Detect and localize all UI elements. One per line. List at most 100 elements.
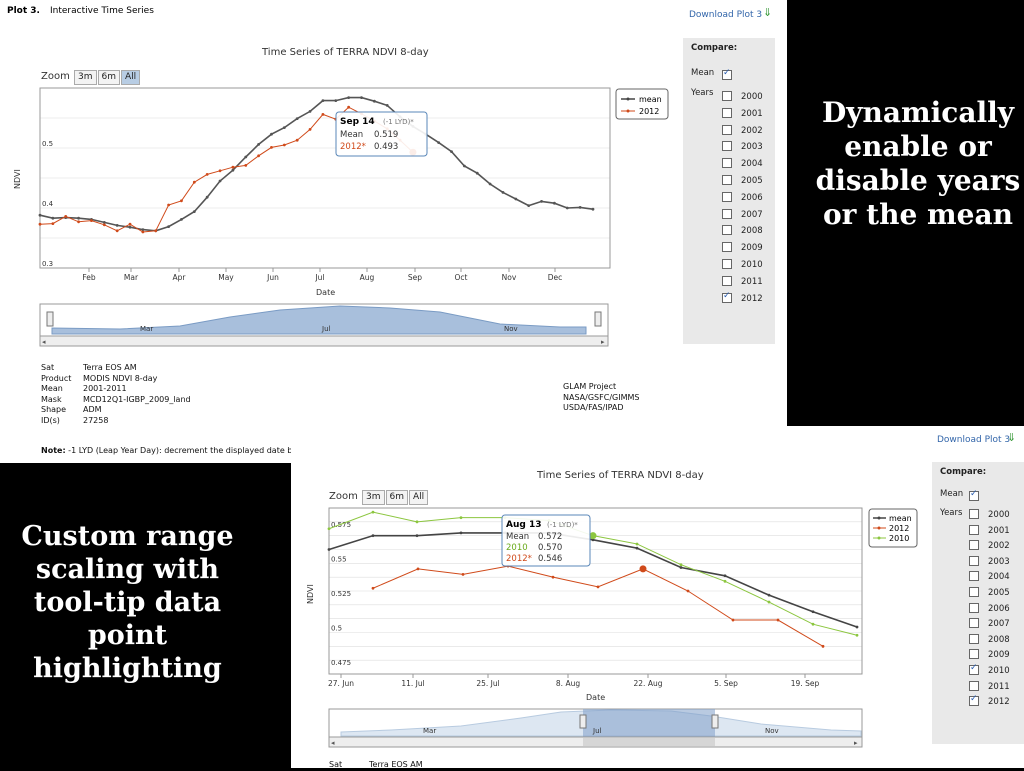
bottom-point-2010[interactable]: [635, 542, 639, 546]
top-point-mean[interactable]: [192, 210, 196, 213]
top-year-checkbox-2009[interactable]: [722, 242, 732, 253]
bottom-point-2010[interactable]: [327, 527, 331, 531]
bottom-point-2012[interactable]: [821, 644, 825, 648]
bottom-point-2010[interactable]: [459, 516, 463, 520]
top-point-mean[interactable]: [527, 204, 531, 207]
top-point-2012[interactable]: [154, 229, 158, 233]
bottom-scroll-right-arrow[interactable]: ▸: [854, 739, 858, 747]
bottom-point-2010[interactable]: [371, 510, 375, 514]
zoom-all-button[interactable]: All: [121, 70, 141, 85]
bottom-point-mean[interactable]: [635, 546, 639, 550]
top-point-mean[interactable]: [565, 206, 569, 210]
top-point-2012[interactable]: [218, 169, 222, 173]
top-point-mean[interactable]: [205, 195, 209, 199]
top-point-mean[interactable]: [501, 191, 505, 194]
top-point-mean[interactable]: [334, 99, 338, 102]
bottom-point-2010[interactable]: [589, 532, 597, 540]
top-point-2012[interactable]: [128, 222, 132, 226]
bottom-point-mean[interactable]: [591, 538, 595, 542]
top-scrollbar[interactable]: [39, 335, 609, 347]
top-point-mean[interactable]: [244, 155, 248, 159]
top-point-mean[interactable]: [231, 168, 235, 172]
top-year-checkbox-2002[interactable]: [722, 124, 732, 135]
top-nav-handle-left[interactable]: [46, 311, 54, 327]
bottom-point-2010[interactable]: [723, 579, 727, 583]
top-point-mean[interactable]: [578, 206, 582, 209]
bottom-point-2010[interactable]: [811, 622, 815, 626]
bottom-year-checkbox-2009[interactable]: [969, 649, 979, 660]
bottom-year-checkbox-2003[interactable]: [969, 555, 979, 566]
top-year-checkbox-2000[interactable]: [722, 91, 732, 101]
top-mean-checkbox[interactable]: [722, 68, 732, 80]
top-nav-handle-right[interactable]: [594, 311, 602, 327]
top-point-2012[interactable]: [192, 180, 196, 184]
top-year-checkbox-2006[interactable]: [722, 191, 732, 202]
top-point-mean[interactable]: [321, 99, 325, 102]
bottom-year-checkbox-2006[interactable]: [969, 602, 979, 613]
bottom-point-2012[interactable]: [416, 567, 420, 571]
top-point-mean[interactable]: [475, 171, 479, 175]
bottom-zoom-3m-button[interactable]: 3m: [362, 490, 385, 505]
bottom-year-checkbox-2005[interactable]: [969, 587, 979, 597]
top-legend-2012[interactable]: 2012: [639, 107, 659, 116]
top-point-mean[interactable]: [514, 197, 518, 201]
top-point-mean[interactable]: [115, 224, 119, 227]
bottom-download-icon[interactable]: ⇓: [1007, 431, 1017, 444]
bottom-zoom-6m-button[interactable]: 6m: [385, 490, 409, 505]
bottom-point-mean[interactable]: [371, 534, 375, 538]
top-point-mean[interactable]: [51, 216, 55, 220]
top-point-mean[interactable]: [102, 221, 106, 224]
bottom-point-2012[interactable]: [461, 573, 465, 576]
top-point-mean[interactable]: [553, 201, 556, 205]
bottom-year-checkbox-2007[interactable]: [969, 618, 979, 629]
top-point-2012[interactable]: [64, 215, 68, 218]
top-point-mean[interactable]: [180, 218, 183, 221]
top-point-2012[interactable]: [308, 128, 312, 131]
bottom-point-2010[interactable]: [767, 600, 771, 604]
bottom-year-checkbox-2001[interactable]: [969, 524, 979, 535]
bottom-year-checkbox-2012[interactable]: [969, 694, 979, 707]
bottom-legend-mean[interactable]: mean: [889, 514, 912, 523]
top-point-mean[interactable]: [38, 213, 42, 217]
top-point-2012[interactable]: [38, 222, 42, 226]
top-year-checkbox-2010[interactable]: [722, 259, 732, 269]
top-year-checkbox-2011[interactable]: [722, 275, 732, 286]
bottom-point-2012[interactable]: [731, 618, 735, 622]
top-year-checkbox-2001[interactable]: [722, 107, 732, 118]
bottom-legend-2012[interactable]: 2012: [889, 524, 909, 533]
bottom-point-2012[interactable]: [639, 565, 647, 573]
top-point-mean[interactable]: [360, 96, 363, 99]
bottom-point-2010[interactable]: [415, 520, 419, 524]
bottom-point-mean[interactable]: [679, 566, 683, 569]
top-point-2012[interactable]: [347, 105, 351, 109]
top-point-mean[interactable]: [372, 99, 376, 103]
top-point-mean[interactable]: [347, 96, 351, 99]
bottom-scroll-thumb[interactable]: [583, 738, 715, 746]
bottom-point-2012[interactable]: [371, 586, 375, 590]
top-point-mean[interactable]: [450, 150, 453, 153]
bottom-year-checkbox-2002[interactable]: [969, 540, 979, 551]
bottom-scroll-left-arrow[interactable]: ◂: [331, 739, 335, 747]
top-scroll-left-arrow[interactable]: ◂: [42, 338, 46, 346]
top-point-mean[interactable]: [488, 182, 492, 186]
top-point-2012[interactable]: [90, 219, 93, 223]
top-year-checkbox-2012[interactable]: [722, 291, 732, 303]
top-point-mean[interactable]: [128, 225, 132, 229]
top-point-2012[interactable]: [141, 230, 145, 234]
bottom-legend-2010[interactable]: 2010: [889, 534, 909, 543]
top-navigator[interactable]: Mar Jul Nov ◂ ▸: [39, 303, 609, 347]
top-year-checkbox-2005[interactable]: [722, 175, 732, 185]
top-point-2012[interactable]: [77, 220, 80, 224]
top-point-mean[interactable]: [167, 225, 171, 229]
top-point-2012[interactable]: [205, 173, 209, 176]
bottom-year-checkbox-2000[interactable]: [969, 509, 979, 519]
top-point-mean[interactable]: [218, 179, 222, 183]
top-point-2012[interactable]: [270, 146, 273, 149]
top-legend[interactable]: mean 2012: [615, 88, 669, 120]
bottom-point-2012[interactable]: [551, 575, 555, 579]
top-point-mean[interactable]: [591, 207, 595, 211]
top-point-2012[interactable]: [51, 222, 55, 226]
zoom-6m-button[interactable]: 6m: [97, 70, 121, 85]
bottom-point-mean[interactable]: [811, 610, 815, 614]
top-point-2012[interactable]: [167, 203, 171, 207]
